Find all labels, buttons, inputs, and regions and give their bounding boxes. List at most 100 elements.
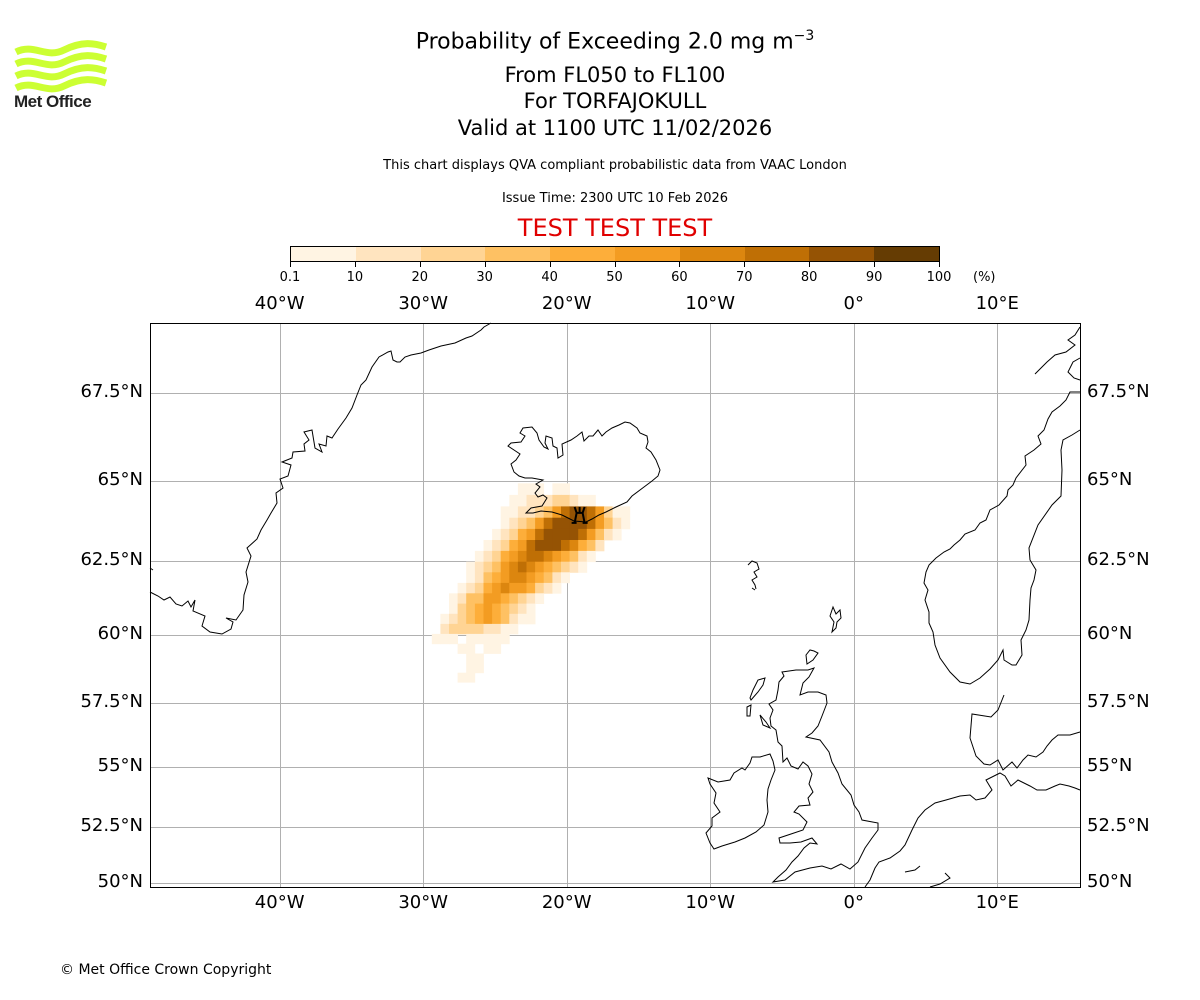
plume-cell xyxy=(586,540,596,552)
plume-cell xyxy=(500,633,510,645)
plume-cell xyxy=(500,540,510,552)
colorbar-segment xyxy=(485,247,551,261)
plume-cell xyxy=(492,572,502,584)
plume-cell xyxy=(552,561,562,573)
plume-cell xyxy=(543,528,553,541)
colorbar-tick xyxy=(809,262,811,267)
coastline-shetland xyxy=(829,605,842,634)
plume-cell xyxy=(492,561,502,573)
colorbar-tick-label: 50 xyxy=(606,270,623,285)
plume-cell xyxy=(509,561,519,573)
plume-cell xyxy=(483,623,493,635)
plume-cell xyxy=(526,494,536,507)
plume-cell xyxy=(586,550,596,563)
plume-cell xyxy=(509,528,519,541)
colorbar-segment xyxy=(550,247,615,261)
plume-cell xyxy=(569,550,579,563)
plume-cell xyxy=(474,572,484,584)
colorbar-segment xyxy=(679,247,745,261)
plume-cell xyxy=(483,633,493,645)
plume-cell xyxy=(492,603,502,615)
coastline-great-britain xyxy=(768,667,879,883)
plume-cell xyxy=(474,582,484,594)
plume-cell xyxy=(535,517,545,530)
plume-cell xyxy=(526,550,536,563)
colorbar-tick xyxy=(939,262,940,267)
plume-cell xyxy=(457,643,467,654)
plume-cell xyxy=(526,593,536,604)
logo-wave xyxy=(14,40,108,57)
colorbar-tick-label: 80 xyxy=(800,270,818,285)
plume-cell xyxy=(500,517,510,530)
plume-cell xyxy=(552,528,562,541)
coastlines xyxy=(149,322,1081,888)
colorbar-unit: (%) xyxy=(973,270,996,285)
plume-cell xyxy=(517,582,527,594)
logo-wave xyxy=(14,76,108,93)
plume-cell xyxy=(500,561,510,573)
plume-cell xyxy=(509,506,519,519)
right-latitude-label: 50°N xyxy=(1087,871,1133,893)
plume-cell xyxy=(483,550,493,563)
plume-cell xyxy=(492,613,502,625)
plume-cell xyxy=(483,603,493,615)
test-banner: TEST TEST TEST xyxy=(517,214,713,242)
bottom-longitude-label: 40°W xyxy=(254,892,305,913)
plume-cell xyxy=(535,550,545,563)
plume-cell xyxy=(509,494,519,507)
plume-cell xyxy=(535,483,545,496)
plume-cell xyxy=(578,528,588,541)
plume-cell xyxy=(466,593,476,604)
plume-cell xyxy=(586,494,596,507)
plume-cell xyxy=(543,517,553,530)
plume-cell xyxy=(509,572,519,584)
right-latitude-label: 57.5°N xyxy=(1087,690,1150,712)
plume-cell xyxy=(483,613,493,625)
plume-cell xyxy=(586,506,596,519)
plume-cell xyxy=(466,633,476,645)
subtitle: This chart displays QVA compliant probab… xyxy=(383,158,847,173)
right-latitude-label: 60°N xyxy=(1087,622,1133,644)
plume-cell xyxy=(535,582,545,594)
plume-cell xyxy=(586,528,596,541)
plume-cell xyxy=(517,561,527,573)
colorbar-segment xyxy=(355,247,421,261)
colorbar-segment xyxy=(809,247,875,261)
plume-cell xyxy=(612,528,622,541)
plume-cell xyxy=(474,623,484,635)
coastline-hebrides xyxy=(746,677,772,730)
right-latitude-label: 65°N xyxy=(1087,468,1133,490)
left-latitude-label: 57.5°N xyxy=(80,690,143,712)
plume-cell xyxy=(474,613,484,625)
plume-cell xyxy=(535,572,545,584)
plume-cell xyxy=(543,494,553,507)
colorbar-tick-label: 10 xyxy=(346,270,364,285)
plume-cell xyxy=(526,506,536,519)
plume-cell xyxy=(466,653,476,664)
colorbar-tick xyxy=(290,262,291,267)
plume-cell xyxy=(569,528,579,541)
coastline-orkney xyxy=(805,649,819,665)
colorbar-tick-label: 60 xyxy=(671,270,688,285)
left-latitude-label: 52.5°N xyxy=(80,814,143,836)
plume-cell xyxy=(552,540,562,552)
plume-cell xyxy=(483,582,493,594)
plume-cell xyxy=(535,528,545,541)
plume-cell xyxy=(474,561,484,573)
top-longitude-label: 30°W xyxy=(398,293,449,314)
plume-cell xyxy=(578,550,588,563)
plume-cell xyxy=(526,483,536,496)
plume-cell xyxy=(449,593,458,604)
plume-cell xyxy=(449,603,458,615)
plume-cell xyxy=(466,663,476,674)
plume-cell xyxy=(492,540,502,552)
plume-cell xyxy=(561,528,570,541)
plume-cell xyxy=(526,561,536,573)
plume-cell xyxy=(500,572,510,584)
coastline-germany-netherlands xyxy=(864,772,1081,888)
right-latitude-label: 62.5°N xyxy=(1087,548,1150,570)
plume-cell xyxy=(466,572,476,584)
plume-cell xyxy=(474,633,484,645)
plume-cell xyxy=(517,494,527,507)
